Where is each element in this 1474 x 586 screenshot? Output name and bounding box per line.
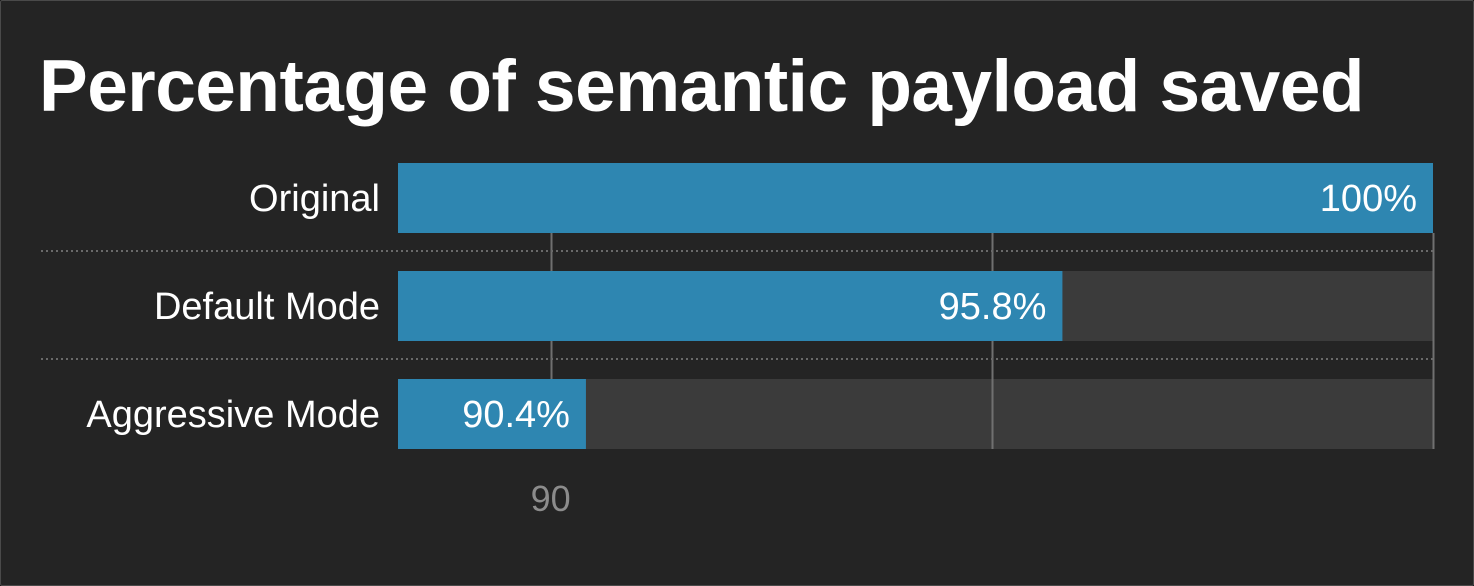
category-label-aggressive-mode: Aggressive Mode	[86, 394, 380, 436]
labels: Original 100% Default Mode 95.8% Aggressive …	[86, 178, 1417, 519]
chart-title: Percentage of semantic payload saved	[39, 46, 1364, 127]
bar-original	[398, 163, 1433, 233]
category-label-original: Original	[249, 178, 380, 220]
bar-default-mode	[398, 271, 1063, 341]
value-label-default-mode: 95.8%	[939, 286, 1047, 328]
category-label-default-mode: Default Mode	[154, 286, 380, 328]
x-tick-label: 90	[531, 478, 571, 519]
value-label-aggressive-mode: 90.4%	[462, 394, 570, 436]
value-label-original: 100%	[1320, 178, 1417, 220]
bars	[398, 163, 1433, 449]
row-separators	[41, 250, 1433, 360]
bar-aggressive-mode	[398, 379, 586, 449]
